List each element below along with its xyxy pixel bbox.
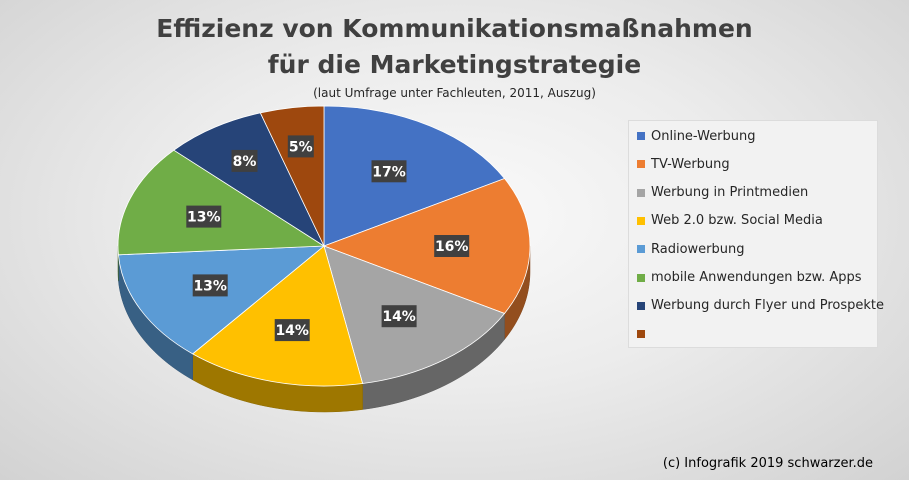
legend-label: mobile Anwendungen bzw. Apps — [651, 270, 862, 285]
legend-label: TV-Werbung — [651, 156, 730, 172]
legend-swatch — [637, 160, 645, 169]
data-label-mobile-anwendungen-bzw-apps: 13% — [186, 205, 222, 228]
data-label-box — [381, 305, 417, 328]
legend-item-werbung-in-printmedien: Werbung in Printmedien — [637, 184, 808, 202]
legend-swatch — [637, 188, 645, 197]
legend-item-werbung-durch-flyer-und-prospekte: Werbung durch Flyer und Prospekte — [637, 297, 884, 315]
data-label-box — [287, 135, 314, 158]
legend-swatch — [637, 132, 645, 140]
data-label-box — [186, 205, 222, 228]
data-label-box — [434, 235, 470, 257]
legend-label: Online-Werbung — [651, 128, 756, 144]
data-label-text: 13% — [187, 210, 221, 226]
pie-slice-radiowerbung — [117, 245, 326, 355]
data-label-text: 16% — [435, 239, 469, 255]
data-label-box — [274, 319, 310, 342]
legend-label: Web 2.0 bzw. Social Media — [651, 213, 823, 229]
legend: Online-Werbung TV-Werbung Werbung in Print… — [628, 120, 884, 348]
data-label-tv-werbung: 16% — [434, 235, 470, 257]
legend-item-tv-werbung: TV-Werbung — [637, 155, 730, 173]
data-label-text: 14% — [382, 309, 416, 325]
legend-label: Werbung in Printmedien — [651, 185, 809, 201]
data-label-radiowerbung: 13% — [192, 274, 228, 297]
credit-text: (c) Infografik 2019 schwarzer.de — [662, 456, 873, 471]
data-label-text: 17% — [372, 164, 406, 180]
legend-item-radiowerbung: Radiowerbung — [637, 240, 745, 258]
legend-swatch — [637, 216, 645, 225]
legend-item-web-2-0-bzw-social-media: Web 2.0 bzw. Social Media — [637, 212, 823, 230]
data-label-slice-8: 5% — [287, 135, 314, 158]
legend-item-mobile-anwendungen-bzw-apps: mobile Anwendungen bzw. Apps — [637, 269, 862, 287]
data-label-werbung-durch-flyer-und-prospekte: 8% — [231, 149, 258, 172]
pie-slice-mobile-anwendungen-bzw-apps — [117, 149, 326, 256]
pie-slice-tv-werbung — [322, 178, 531, 314]
legend-swatch — [637, 301, 645, 310]
legend-item-online-werbung: Online-Werbung — [637, 127, 756, 145]
data-label-werbung-in-printmedien: 14% — [381, 305, 417, 328]
data-label-box — [192, 274, 228, 297]
legend-swatch — [637, 330, 645, 339]
legend-label: Radiowerbung — [651, 241, 745, 257]
pie-slices — [117, 105, 531, 387]
data-label-online-werbung: 17% — [371, 160, 407, 183]
chart-title-line-1: Effizienz von Kommunikationsmaßnahmen — [156, 14, 753, 43]
data-label-text: 8% — [233, 154, 257, 170]
data-label-web-2-0-bzw-social-media: 14% — [274, 319, 310, 342]
legend-label: Werbung durch Flyer und Prospekte — [651, 298, 885, 314]
pie-slice-online-werbung — [323, 105, 506, 247]
legend-swatch — [637, 245, 645, 254]
data-label-text: 13% — [193, 278, 227, 294]
data-label-text: 14% — [275, 323, 309, 339]
chart-subtitle: (laut Umfrage unter Fachleuten, 2011, Au… — [313, 86, 596, 100]
data-label-box — [371, 160, 407, 183]
data-label-box — [231, 149, 258, 172]
pie-slice-web-2-0-bzw-social-media — [191, 245, 364, 387]
pie-slice-werbung-durch-flyer-und-prospekte — [173, 112, 325, 248]
legend-item-slice-8 — [637, 325, 651, 343]
pie-data-labels: 17% 16% 14% 14% 13% 13% 8% 5% — [186, 135, 470, 342]
data-label-text: 5% — [289, 139, 313, 155]
legend-swatch — [637, 273, 645, 282]
chart-title-line-2: für die Marketingstrategie — [267, 50, 642, 79]
